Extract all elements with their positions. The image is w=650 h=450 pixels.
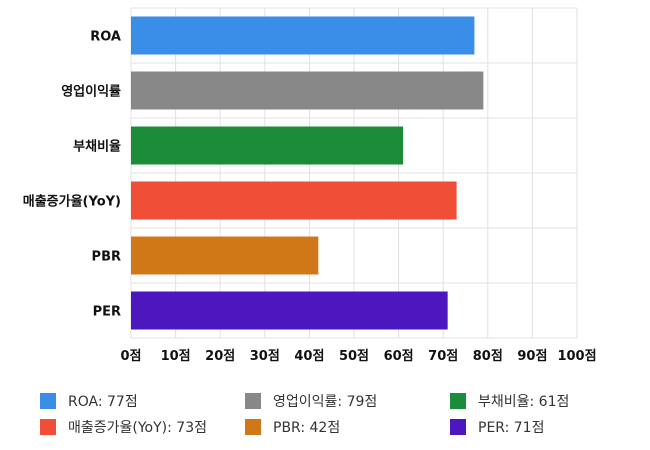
x-tick-label: 100점: [557, 349, 596, 364]
legend-swatch: [245, 419, 261, 435]
legend-label: ROA: 77점: [68, 394, 138, 410]
category-label: 영업이익률: [61, 84, 121, 100]
category-label: PBR: [92, 250, 121, 265]
category-label: 부채비율: [73, 139, 121, 155]
x-tick-label: 70점: [428, 349, 458, 364]
legend-label: PER: 71점: [478, 420, 545, 436]
bar[interactable]: [131, 291, 448, 330]
x-tick-label: 20점: [205, 349, 235, 364]
grid-layer: [130, 7, 578, 339]
x-tick-label: 80점: [473, 349, 503, 364]
x-tick-label: 90점: [517, 349, 547, 364]
legend-item[interactable]: 부채비율: 61점: [450, 392, 569, 410]
legend-item[interactable]: PER: 71점: [450, 418, 544, 436]
bar[interactable]: [131, 16, 475, 55]
legend-swatch: [450, 419, 466, 435]
legend-label: 부채비율: 61점: [478, 394, 570, 410]
legend-item[interactable]: PBR: 42점: [245, 418, 340, 436]
bar[interactable]: [131, 181, 457, 220]
legend-item[interactable]: 영업이익률: 79점: [245, 392, 377, 410]
bar-layer: [131, 16, 484, 330]
legend-label: 매출증가율(YoY): 73점: [68, 420, 207, 436]
category-label: ROA: [90, 30, 121, 45]
legend-item[interactable]: ROA: 77점: [40, 392, 138, 410]
x-tick-label: 30점: [250, 349, 280, 364]
bar[interactable]: [131, 236, 319, 275]
legend-label: PBR: 42점: [273, 420, 341, 436]
x-tick-label: 10점: [161, 349, 191, 364]
bar[interactable]: [131, 71, 484, 110]
legend-item[interactable]: 매출증가율(YoY): 73점: [40, 418, 207, 436]
x-tick-labels: 0점 10점 20점 30점 40점 50점 60점 70점 80점 90점 100점: [120, 349, 596, 364]
category-label: 매출증가율(YoY): [23, 194, 121, 210]
legend-swatch: [450, 393, 466, 409]
category-label: PER: [93, 305, 121, 320]
x-tick-label: 50점: [339, 349, 369, 364]
x-tick-label: 60점: [384, 349, 414, 364]
x-tick-label: 40점: [294, 349, 324, 364]
legend-swatch: [40, 419, 56, 435]
legend-swatch: [245, 393, 261, 409]
bar[interactable]: [131, 126, 404, 165]
legend-label: 영업이익률: 79점: [273, 394, 378, 410]
x-tick-label: 0점: [120, 349, 141, 364]
legend-swatch: [40, 393, 56, 409]
